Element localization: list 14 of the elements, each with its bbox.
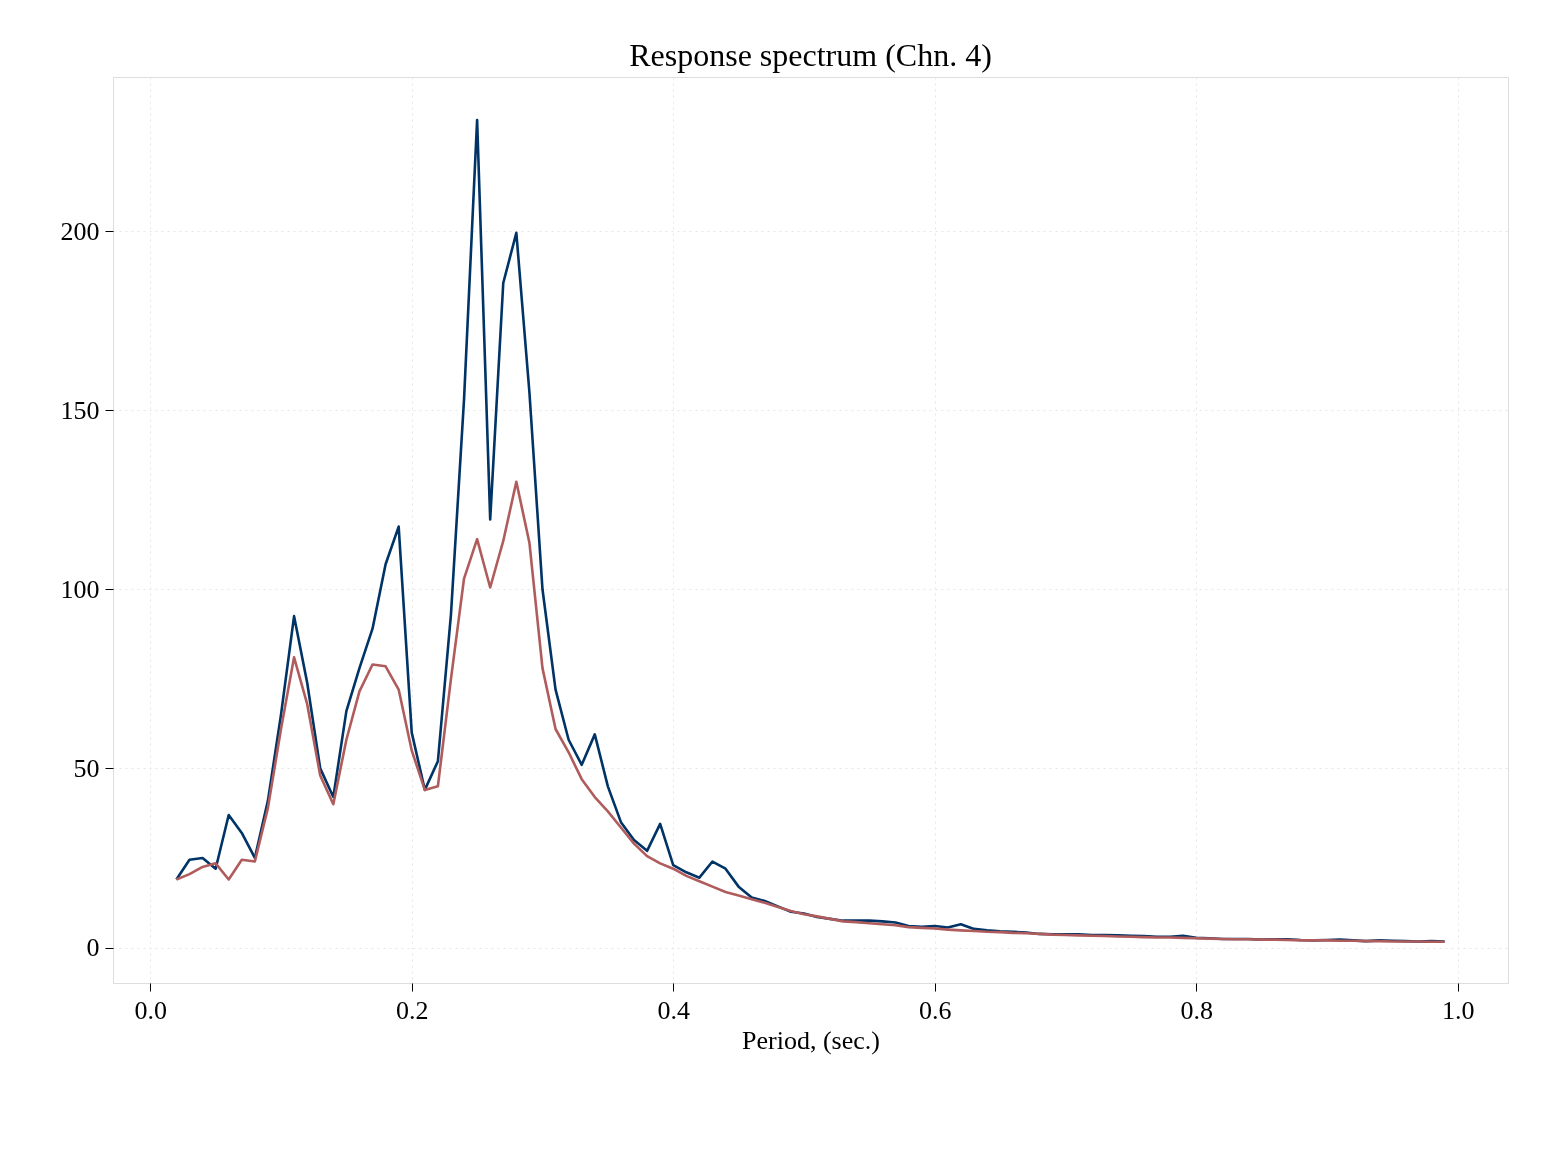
x-tick-label: 0.4 [657, 995, 690, 1025]
y-tick-label: 0 [86, 933, 100, 963]
x-axis-title: Period, (sec.) [742, 1025, 880, 1055]
x-tick-label: 0.0 [134, 995, 168, 1025]
x-tick-label: 1.0 [1441, 995, 1475, 1025]
line-series [175, 480, 1446, 944]
x-tick-label: 0.8 [1180, 995, 1213, 1025]
x-tick-label: 0.2 [395, 995, 429, 1025]
y-tick-label: 100 [60, 574, 100, 604]
y-tick-label: 200 [60, 216, 100, 246]
y-tick-label: 150 [60, 395, 100, 425]
chart-title: Response spectrum (Chn. 4) [629, 37, 992, 73]
x-tick-label: 0.6 [918, 995, 952, 1025]
y-tick-label: 50 [73, 753, 100, 783]
